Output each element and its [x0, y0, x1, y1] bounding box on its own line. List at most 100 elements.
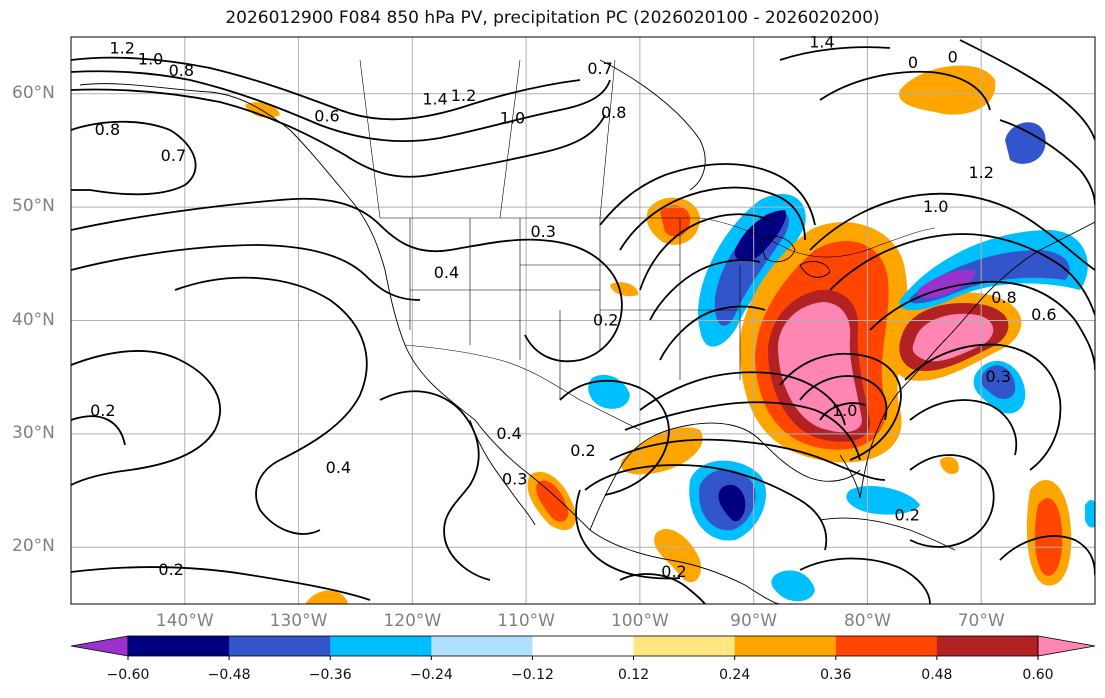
pv-contour-line — [829, 233, 1095, 316]
contour-label: 0.2 — [895, 506, 920, 525]
pv-contour-line — [624, 401, 861, 461]
pv-contour-line — [639, 213, 771, 291]
pv-contour-line — [71, 350, 221, 486]
positive-anomaly-area — [620, 427, 703, 475]
longitude-label: 90°W — [730, 611, 778, 631]
coastlines — [79, 59, 1095, 604]
colorbar-tick-label: 0.60 — [1022, 667, 1054, 683]
contour-label: 0.2 — [90, 401, 115, 420]
florida-coastline — [839, 449, 871, 499]
cuba — [819, 517, 956, 551]
pv-contour-line — [584, 464, 828, 551]
colorbar-tick-label: −0.60 — [106, 667, 150, 683]
pv-contour-line — [959, 39, 1095, 141]
contour-label: 0 — [948, 47, 958, 66]
pv-contour-line — [379, 390, 491, 581]
map-frame — [70, 36, 1096, 605]
pv-contour-line — [779, 352, 902, 461]
pv-contours — [71, 39, 1095, 604]
longitude-label: 100°W — [610, 611, 669, 631]
political-boundaries — [359, 59, 936, 431]
contour-label: 0.2 — [570, 441, 595, 460]
contour-label: 0.8 — [601, 103, 626, 122]
contour-label: 1.4 — [422, 89, 447, 108]
contour-label: 1.2 — [968, 163, 993, 182]
contour-label: 1.0 — [500, 109, 525, 128]
negative-anomaly-area — [1005, 122, 1046, 164]
longitude-label: 130°W — [269, 611, 328, 631]
longitude-label: 140°W — [155, 611, 214, 631]
pv-contour-line — [71, 566, 371, 601]
contour-label: 0.4 — [496, 424, 521, 443]
positive-anomaly-area — [654, 529, 701, 583]
colorbar-tick-label: −0.24 — [409, 667, 453, 683]
contour-label: 0.7 — [161, 146, 186, 165]
state-boundary — [409, 218, 741, 400]
pv-contour-line — [649, 259, 761, 321]
pv-contour-line — [999, 535, 1095, 576]
colorbar-tick-label: 0.24 — [719, 667, 751, 683]
contour-label: 0.2 — [661, 562, 686, 581]
pv-contour-line — [559, 379, 670, 496]
contour-label: 0.8 — [991, 288, 1016, 307]
pv-contour-line — [904, 343, 1062, 471]
negative-anomaly-area — [846, 485, 920, 515]
map-title: 2026012900 F084 850 hPa PV, precipitatio… — [225, 8, 880, 28]
contour-label: 0.3 — [530, 222, 555, 241]
great-lakes — [799, 261, 831, 278]
positive-anomaly-area — [912, 313, 994, 362]
hudson-bay-coastline — [599, 59, 706, 191]
positive-anomaly-area — [778, 302, 862, 433]
gulf-coastline — [589, 422, 861, 531]
contour-label: 1.2 — [451, 86, 476, 105]
pv-contour-line — [799, 375, 888, 421]
pv-contour-line — [819, 70, 991, 111]
contour-label: 0.4 — [326, 458, 351, 477]
latitude-label: 40°N — [12, 309, 55, 330]
graticule — [71, 37, 1095, 604]
negative-anomaly-area — [718, 484, 746, 522]
longitude-label: 120°W — [383, 611, 442, 631]
pv-contour-line — [71, 415, 126, 446]
contour-label: 1.4 — [809, 33, 834, 52]
map-plot: 1.21.00.80.80.70.61.4 1.21.0 0.80.71.40.40… — [70, 33, 1096, 605]
contour-label-layer: 1.21.00.80.80.70.61.4 1.21.0 0.80.71.40.40… — [90, 33, 1056, 582]
negative-anomaly-area — [1085, 500, 1095, 528]
pv-contour-line — [71, 88, 606, 178]
pv-contour-line — [639, 371, 846, 426]
pv-contour-line — [619, 573, 706, 604]
colorbar-tick-label: −0.48 — [207, 667, 251, 683]
contour-label: 0 — [908, 53, 918, 72]
pv-contour-line — [819, 402, 866, 421]
baja-coastline — [469, 419, 536, 526]
colorbar-tick-label: 0.36 — [820, 667, 852, 683]
positive-anomaly-area — [536, 480, 569, 522]
contour-label: 1.0 — [138, 50, 163, 69]
pv-contour-line — [779, 46, 891, 61]
contour-label: 0.6 — [1031, 305, 1056, 324]
east-coastline — [869, 221, 1095, 451]
longitude-label: 80°W — [843, 611, 891, 631]
contour-label: 0.8 — [169, 61, 194, 80]
pv-contour-line — [71, 244, 421, 301]
colorbar-tick-label: 0.12 — [617, 667, 650, 683]
positive-anomaly-area — [660, 205, 691, 237]
pv-contour-line — [71, 120, 197, 196]
contour-label: 1.2 — [109, 38, 134, 57]
pv-contour-line — [619, 186, 806, 251]
pv-contour-line — [71, 70, 611, 142]
pv-contour-line — [999, 119, 1095, 206]
negative-anomaly-area — [734, 210, 786, 262]
pv-contour-line — [909, 399, 1018, 456]
contour-label: 0.8 — [95, 120, 120, 139]
latitude-label: 20°N — [12, 536, 55, 557]
contour-label: 1.0 — [923, 197, 948, 216]
pv-contour-line — [575, 489, 681, 580]
pv-contour-line — [71, 197, 623, 363]
negative-anomaly-area — [771, 570, 815, 602]
contour-label: 0.4 — [434, 263, 459, 282]
contour-label: 0.3 — [986, 367, 1011, 386]
pv-contour-line — [909, 454, 995, 548]
negative-anomaly-area — [588, 374, 630, 409]
positive-anomaly-area — [610, 282, 639, 297]
